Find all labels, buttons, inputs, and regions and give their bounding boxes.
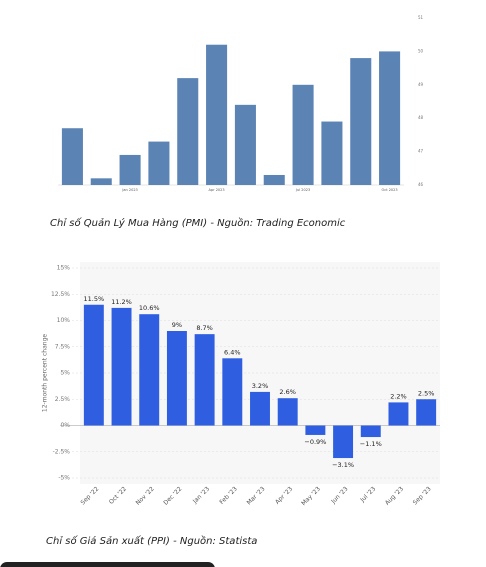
x-tick-label: Jun '23 (329, 485, 349, 505)
x-tick-label: Apr 2023 (209, 188, 225, 192)
bar (83, 304, 104, 426)
data-label: 11.2% (111, 298, 132, 306)
y-tick-label: 48 (418, 115, 424, 120)
bar (321, 121, 343, 185)
bar (61, 128, 83, 185)
x-tick-label: Jan 2023 (121, 188, 137, 192)
x-tick-label: Mar '23 (246, 485, 267, 506)
bar (388, 402, 409, 426)
data-label: 9% (172, 321, 182, 329)
bar (250, 391, 270, 426)
y-tick-label: 46 (418, 182, 424, 187)
x-tick-label: Oct 2023 (382, 188, 398, 192)
bar (292, 84, 314, 185)
x-tick-label: Oct '22 (108, 485, 128, 505)
x-tick-label: Jul 2023 (295, 188, 310, 192)
y-tick-label: 7.5% (55, 343, 71, 350)
x-tick-label: May '23 (300, 485, 322, 507)
bar (350, 58, 372, 185)
y-tick-label: 50 (418, 48, 424, 53)
y-tick-label: 49 (418, 82, 424, 87)
data-label: 2.2% (390, 392, 407, 400)
bar (166, 331, 187, 426)
bar (416, 399, 437, 426)
bar (305, 425, 326, 435)
data-label: 11.5% (84, 295, 105, 303)
bar (379, 51, 401, 186)
bar (222, 358, 243, 426)
x-tick-label: Nov '22 (135, 485, 156, 506)
y-tick-label: 10% (57, 317, 71, 324)
x-tick-label: Apr '23 (274, 485, 294, 505)
y-tick-label: 2.5% (55, 396, 71, 403)
data-label: 10.6% (139, 304, 160, 312)
bar (119, 154, 141, 185)
y-tick-label: 15% (57, 265, 71, 272)
bar (90, 178, 112, 185)
bar (148, 141, 170, 185)
bar (177, 78, 199, 185)
x-tick-label: Aug '23 (384, 485, 405, 506)
y-axis-label: 12-month percent change (42, 334, 49, 412)
bar (277, 398, 298, 426)
caption: Chỉ số Giá Sản xuất (PPI) - Nguồn: Stati… (46, 534, 257, 547)
y-tick-label: 51 (418, 15, 424, 20)
data-label: −1.1% (360, 440, 382, 448)
bar (234, 104, 256, 185)
data-label: 2.6% (279, 388, 296, 396)
data-label: 3.2% (252, 382, 269, 390)
x-tick-label: Dec '22 (162, 485, 183, 506)
x-tick-label: Sep '23 (412, 485, 433, 506)
x-tick-label: Jul '23 (359, 485, 378, 504)
bottom-bar (0, 562, 215, 567)
bar (111, 307, 132, 426)
caption: Chỉ số Quản Lý Mua Hàng (PMI) - Nguồn: T… (50, 216, 346, 229)
data-label: 2.5% (418, 389, 435, 397)
bar (333, 425, 354, 459)
bar (206, 44, 228, 185)
data-label: −3.1% (332, 461, 354, 469)
bar (360, 425, 381, 438)
bar (263, 174, 285, 185)
y-tick-label: 47 (418, 149, 424, 154)
data-label: 6.4% (224, 348, 241, 356)
x-tick-label: Jan '23 (191, 485, 211, 505)
x-tick-label: Sep '22 (79, 485, 100, 506)
bar (194, 334, 215, 426)
data-label: 8.7% (196, 324, 213, 332)
x-tick-label: Feb '23 (218, 485, 239, 506)
data-label: −0.9% (304, 438, 326, 446)
bar (139, 314, 160, 426)
